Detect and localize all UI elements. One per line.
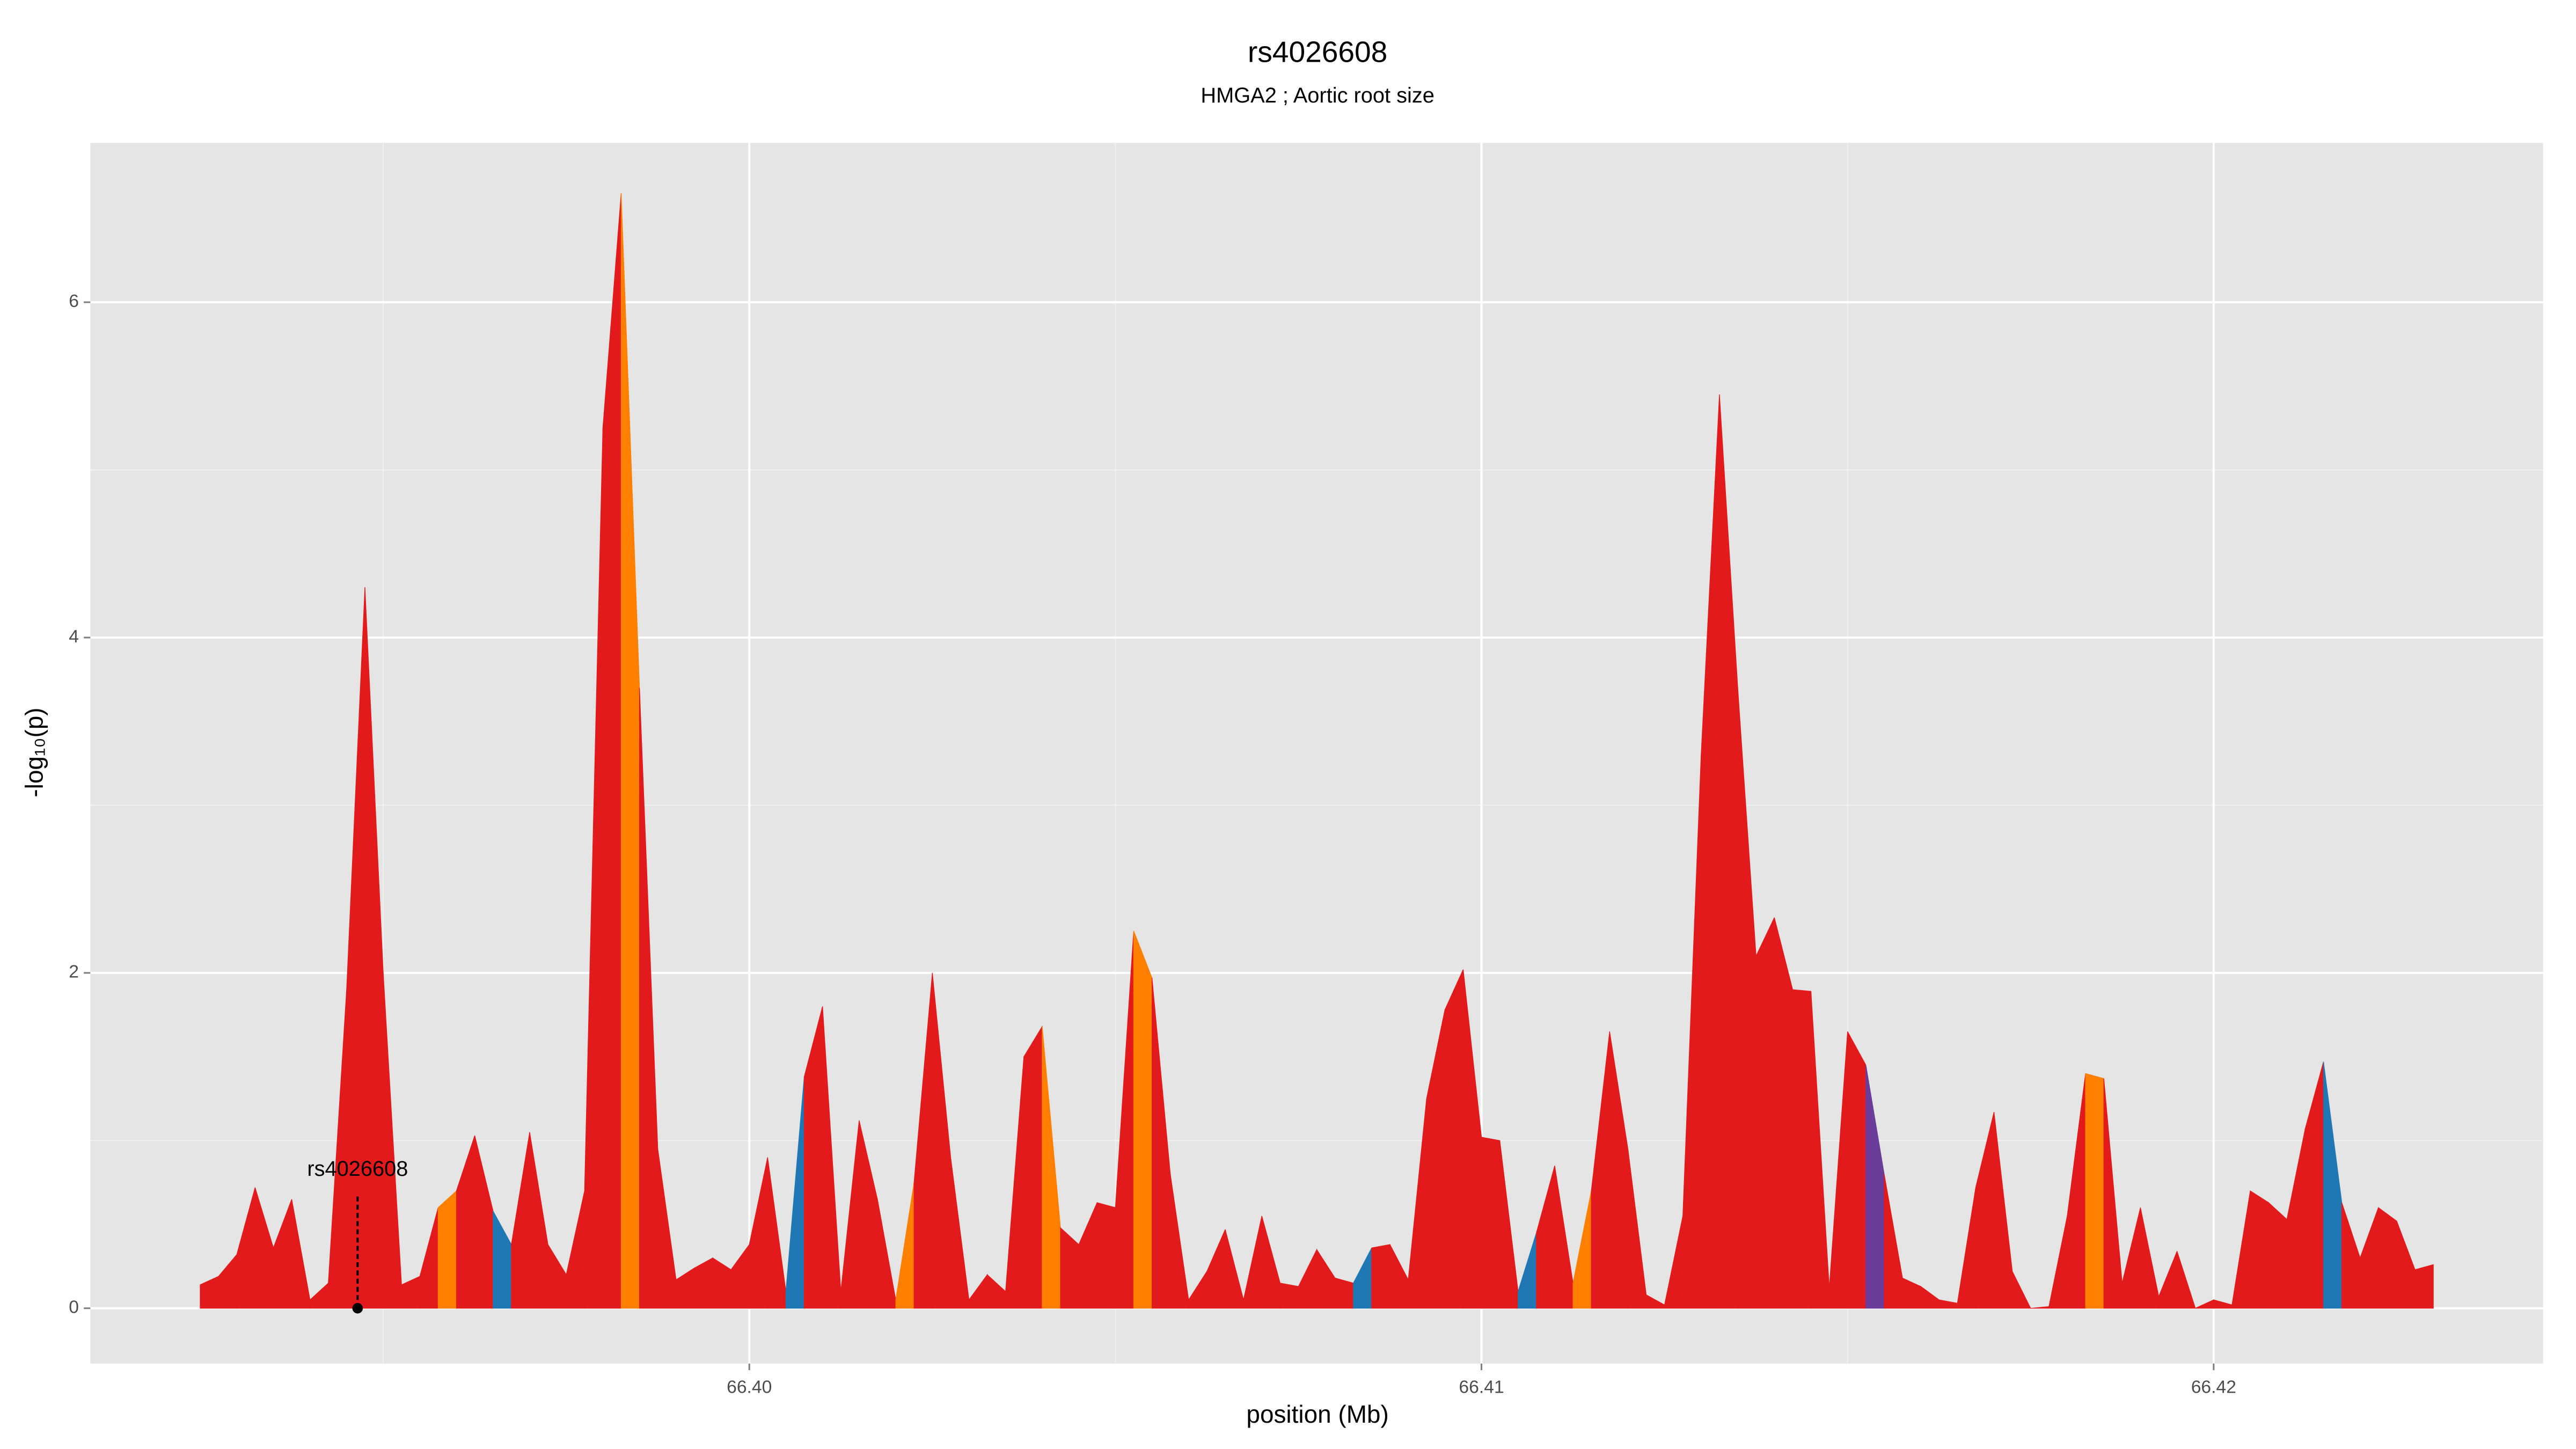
area-segment bbox=[1371, 1244, 1391, 1309]
area-segment bbox=[1444, 969, 1464, 1309]
x-tick-label: 66.41 bbox=[1459, 1378, 1504, 1397]
y-tick-label: 2 bbox=[69, 962, 79, 982]
area-segment bbox=[1481, 1137, 1501, 1309]
annotation-point bbox=[352, 1302, 363, 1314]
area-segment bbox=[1133, 931, 1153, 1309]
plot-panel bbox=[90, 143, 2543, 1364]
area-segment bbox=[2268, 1202, 2287, 1309]
y-tick-label: 4 bbox=[69, 627, 79, 647]
area-segment bbox=[1023, 1025, 1043, 1309]
annotation-label: rs4026608 bbox=[307, 1157, 408, 1181]
area-segment bbox=[2378, 1207, 2397, 1309]
y-axis-label: -log₁₀(p) bbox=[20, 707, 48, 797]
area-segment bbox=[2414, 1264, 2434, 1309]
area-segment bbox=[1792, 989, 1812, 1309]
chart-subtitle: HMGA2 ; Aortic root size bbox=[1201, 84, 1435, 107]
x-tick-label: 66.42 bbox=[2191, 1378, 2236, 1397]
y-tick-label: 6 bbox=[69, 291, 79, 311]
area-segment bbox=[1096, 1202, 1116, 1309]
area-segment bbox=[1279, 1283, 1299, 1309]
area-segment bbox=[1847, 1031, 1867, 1309]
area-segment bbox=[437, 1190, 457, 1309]
chart-title: rs4026608 bbox=[1248, 35, 1387, 69]
area-segment bbox=[2250, 1190, 2269, 1309]
area-segment bbox=[1755, 917, 1775, 1309]
x-tick-label: 66.40 bbox=[727, 1378, 772, 1397]
y-tick-label: 0 bbox=[69, 1298, 79, 1318]
area-segment bbox=[2012, 1271, 2031, 1309]
area-segment bbox=[2085, 1073, 2104, 1309]
area-segment bbox=[1335, 1277, 1354, 1309]
x-axis-label: position (Mb) bbox=[1246, 1400, 1388, 1428]
area-segment bbox=[2177, 1251, 2196, 1309]
